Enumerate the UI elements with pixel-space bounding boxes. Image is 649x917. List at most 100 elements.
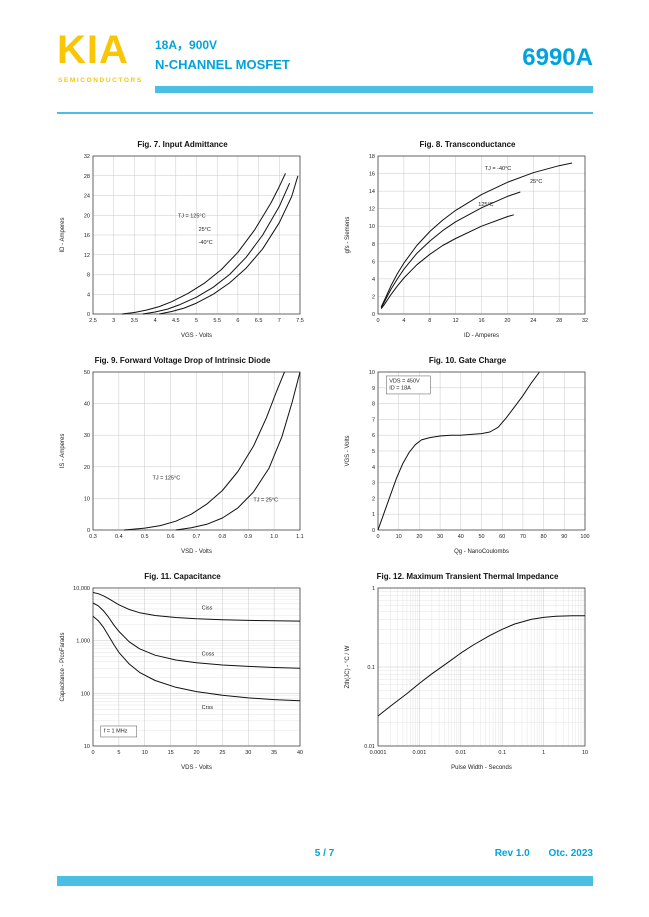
x-tick-label: 20 — [504, 318, 510, 324]
x-tick-label: 10 — [582, 750, 588, 756]
annotation-text: 25°C — [199, 227, 211, 233]
x-tick-label: 3.5 — [131, 318, 139, 324]
x-tick-label: 6 — [236, 318, 239, 324]
x-axis-label: VGS - Volts — [181, 333, 212, 339]
y-tick-label: 4 — [372, 465, 375, 471]
x-tick-label: 20 — [193, 750, 199, 756]
y-tick-label: 8 — [372, 402, 375, 408]
y-axis-label: Zth(JC) - °C / W — [345, 645, 351, 688]
series-line-1 — [175, 371, 301, 531]
x-tick-label: 5 — [117, 750, 120, 756]
x-tick-label: 28 — [556, 318, 562, 324]
series-line-0 — [123, 371, 285, 531]
x-tick-label: 32 — [582, 318, 588, 324]
logo-subtitle: SEMICONDUCTORS — [58, 77, 143, 84]
x-axis-label: VSD - Volts — [181, 549, 212, 555]
y-tick-label: 12 — [369, 207, 375, 213]
annotation-text: VDS = 450V — [389, 378, 420, 384]
y-tick-label: 100 — [81, 691, 90, 697]
y-tick-label: 10 — [369, 370, 375, 376]
x-tick-label: 0.7 — [193, 534, 201, 540]
y-tick-label: 1,000 — [76, 639, 90, 645]
series-line-2 — [159, 175, 299, 315]
x-tick-label: 0.4 — [115, 534, 123, 540]
series-line-0 — [92, 592, 301, 622]
plot-frame — [377, 587, 586, 747]
y-tick-label: 14 — [369, 189, 375, 195]
y-axis-label: IS - Amperes — [60, 434, 66, 469]
y-tick-label: 10,000 — [73, 586, 90, 592]
y-tick-label: 28 — [84, 174, 90, 180]
x-tick-label: 0.6 — [167, 534, 175, 540]
x-tick-label: 0.3 — [89, 534, 97, 540]
chart-title: Fig. 12. Maximum Transient Thermal Imped… — [376, 572, 559, 581]
annotation-text: 125°C — [478, 202, 493, 208]
series-line-1 — [380, 191, 521, 309]
x-tick-label: 0 — [91, 750, 94, 756]
y-tick-label: 0.01 — [364, 744, 375, 750]
annotation-text: Ciss — [202, 606, 213, 612]
y-axis-label: gfs - Siemens — [345, 217, 351, 254]
y-tick-label: 5 — [372, 449, 375, 455]
part-number: 6990A — [522, 44, 593, 71]
x-axis-label: VDS - Volts — [181, 765, 212, 771]
y-tick-label: 30 — [84, 433, 90, 439]
x-tick-label: 7.5 — [296, 318, 304, 324]
y-tick-label: 7 — [372, 417, 375, 423]
x-tick-label: 5 — [195, 318, 198, 324]
y-tick-label: 12 — [84, 253, 90, 259]
revision-date: Otc. 2023 — [548, 848, 593, 859]
x-tick-label: 4 — [154, 318, 157, 324]
x-tick-label: 5.5 — [213, 318, 221, 324]
series-line-2 — [380, 214, 514, 309]
x-tick-label: 40 — [297, 750, 303, 756]
x-tick-label: 0.1 — [498, 750, 506, 756]
y-tick-label: 20 — [84, 465, 90, 471]
chart-title: Fig. 7. Input Admittance — [137, 140, 228, 149]
series-line-0 — [380, 162, 573, 308]
y-tick-label: 2 — [372, 294, 375, 300]
y-tick-label: 16 — [369, 172, 375, 178]
x-tick-label: 25 — [219, 750, 225, 756]
y-tick-label: 16 — [84, 233, 90, 239]
x-tick-label: 60 — [499, 534, 505, 540]
annotation-text: ID = 18A — [389, 385, 411, 391]
x-tick-label: 20 — [416, 534, 422, 540]
x-axis-label: Qg - NanoCoulombs — [454, 549, 509, 555]
plot-frame — [377, 371, 586, 531]
plot-frame — [92, 155, 301, 315]
series-line-0 — [377, 371, 540, 531]
x-tick-label: 0.5 — [141, 534, 149, 540]
y-tick-label: 0 — [87, 528, 90, 534]
x-tick-label: 12 — [453, 318, 459, 324]
annotation-text: TJ = -40°C — [485, 166, 512, 172]
grid-major — [92, 371, 301, 531]
annotation-box — [100, 725, 138, 738]
y-tick-label: 20 — [84, 213, 90, 219]
x-tick-label: 16 — [478, 318, 484, 324]
grid-major — [377, 155, 586, 315]
y-tick-label: 0.1 — [367, 665, 375, 671]
series-line-0 — [121, 173, 286, 315]
revision-info: Rev 1.0 Otc. 2023 — [495, 848, 593, 859]
y-tick-label: 9 — [372, 386, 375, 392]
grid-major — [377, 371, 586, 531]
x-tick-label: 0 — [376, 318, 379, 324]
chart-fig12: Fig. 12. Maximum Transient Thermal Imped… — [340, 572, 595, 774]
annotation-text: TJ = 25°C — [253, 498, 278, 504]
series-line-2 — [92, 615, 301, 702]
x-tick-label: 6.5 — [255, 318, 263, 324]
charts-grid: Fig. 7. Input Admittance 2.5 3 3.5 4 4.5 5 5.5 6… — [55, 140, 595, 774]
x-tick-label: 24 — [530, 318, 536, 324]
chart-title: Fig. 10. Gate Charge — [428, 356, 507, 365]
chart-fig8: Fig. 8. Transconductance 0 4 8 12 16 20 24 28 32 0… — [340, 140, 595, 342]
part-description: 18A，900V N-CHANNEL MOSFET — [155, 36, 290, 72]
y-tick-label: 3 — [372, 481, 375, 487]
x-tick-label: 90 — [561, 534, 567, 540]
x-tick-label: 0.8 — [219, 534, 227, 540]
header-rule-thick — [155, 86, 593, 93]
chart-title: Fig. 9. Forward Voltage Drop of Intrinsi… — [94, 356, 271, 365]
y-tick-label: 18 — [369, 154, 375, 160]
page-number: 5 / 7 — [314, 848, 335, 859]
